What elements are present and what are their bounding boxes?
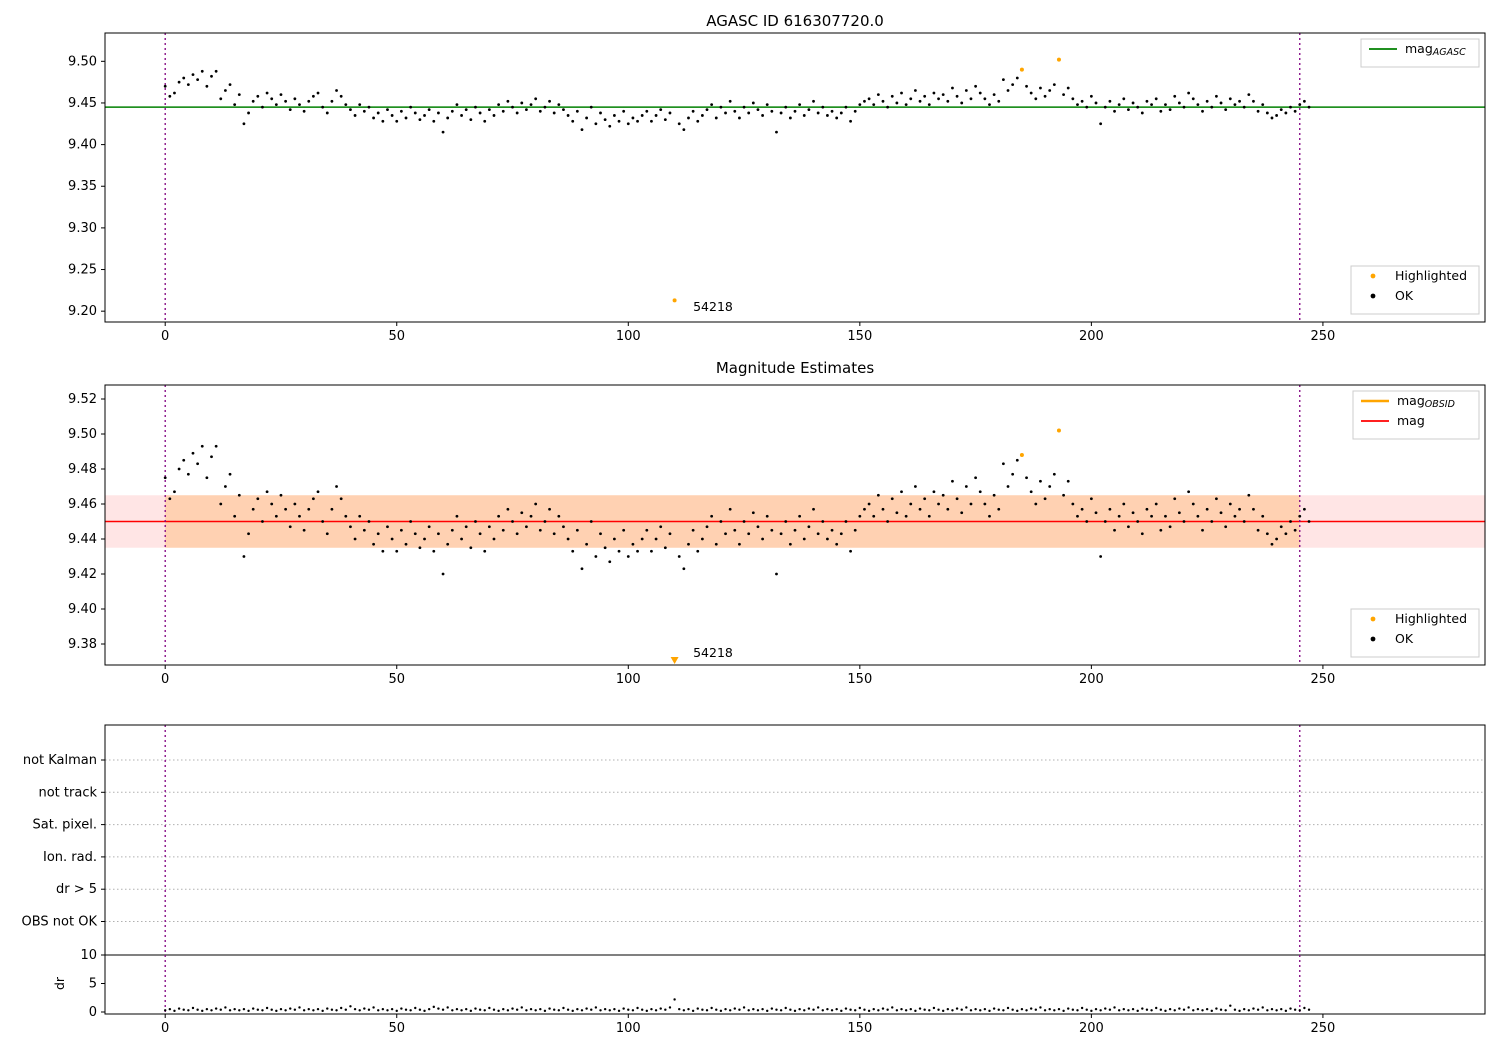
flags-dr-plot: not Kalman not track Sat. pixel. Ion. rad. d… [22, 724, 1486, 1036]
axes-frame [104, 384, 1486, 666]
svg-text:200: 200 [1079, 329, 1104, 344]
svg-text:200: 200 [1079, 672, 1104, 687]
svg-text:0: 0 [161, 329, 169, 344]
svg-text:200: 200 [1079, 1021, 1104, 1036]
legend-label: OK [1395, 288, 1414, 303]
flag-label: OBS not OK [22, 915, 98, 930]
svg-text:9.46: 9.46 [68, 497, 97, 512]
data-points [163, 57, 1311, 303]
agasc-plot-title: AGASC ID 616307720.0 [706, 12, 884, 30]
legend-dot-sample [1370, 273, 1376, 279]
svg-text:0: 0 [161, 1021, 169, 1036]
flag-label: not track [38, 785, 97, 800]
dr-points [164, 998, 1311, 1013]
svg-text:9.40: 9.40 [68, 138, 97, 153]
axes-frame [104, 724, 1486, 1015]
flag-label: Ion. rad. [43, 850, 97, 865]
legend-dot-sample [1370, 616, 1376, 622]
svg-text:100: 100 [616, 672, 641, 687]
svg-text:9.48: 9.48 [68, 462, 97, 477]
flag-label: Sat. pixel. [33, 818, 97, 833]
agasc-mag-plot: 0 50 100 150 200 250 9.20 9.25 9.30 9.35 9.40 9.45 9… [68, 32, 1486, 344]
legend-label: OK [1395, 631, 1414, 646]
legend-label: Highlighted [1395, 268, 1467, 283]
obsid-annotation: 54218 [693, 299, 733, 314]
svg-text:9.38: 9.38 [68, 637, 97, 652]
legend-dot-sample [1370, 636, 1376, 642]
svg-text:10: 10 [80, 948, 97, 963]
svg-text:100: 100 [616, 329, 641, 344]
svg-text:150: 150 [847, 1021, 872, 1036]
legend-box [1352, 390, 1480, 440]
svg-text:9.25: 9.25 [68, 263, 97, 278]
svg-text:9.50: 9.50 [68, 427, 97, 442]
svg-text:9.52: 9.52 [68, 392, 97, 407]
svg-text:9.44: 9.44 [68, 532, 97, 547]
svg-text:50: 50 [388, 329, 405, 344]
axes-frame [104, 32, 1486, 323]
svg-text:9.30: 9.30 [68, 221, 97, 236]
dr-axis-label: dr [52, 976, 67, 990]
svg-text:9.20: 9.20 [68, 304, 97, 319]
svg-text:0: 0 [89, 1005, 97, 1020]
svg-text:50: 50 [388, 1021, 405, 1036]
flag-label: dr > 5 [56, 882, 97, 897]
svg-text:50: 50 [388, 672, 405, 687]
svg-text:250: 250 [1311, 1021, 1336, 1036]
clipped-outlier-marker [670, 657, 679, 664]
obsid-annotation: 54218 [693, 645, 733, 660]
magnitude-estimates-title: Magnitude Estimates [715, 359, 875, 377]
svg-text:100: 100 [616, 1021, 641, 1036]
svg-text:9.50: 9.50 [68, 54, 97, 69]
svg-text:9.42: 9.42 [68, 567, 97, 582]
svg-text:9.45: 9.45 [68, 96, 97, 111]
svg-text:150: 150 [847, 329, 872, 344]
magnitude-estimates-plot: 0 50 100 150 200 250 9.38 9.40 9.42 9.44 9.46 9.48 9… [68, 384, 1486, 687]
svg-text:150: 150 [847, 672, 872, 687]
svg-text:0: 0 [161, 672, 169, 687]
flag-label: not Kalman [23, 753, 97, 768]
legend-label: mag [1397, 413, 1425, 428]
legend-box [1360, 38, 1480, 68]
svg-text:5: 5 [89, 977, 97, 992]
svg-text:250: 250 [1311, 329, 1336, 344]
svg-text:9.35: 9.35 [68, 179, 97, 194]
data-points [163, 428, 1311, 664]
svg-text:250: 250 [1311, 672, 1336, 687]
legend-label: Highlighted [1395, 611, 1467, 626]
legend-dot-sample [1370, 293, 1376, 299]
svg-text:9.40: 9.40 [68, 602, 97, 617]
